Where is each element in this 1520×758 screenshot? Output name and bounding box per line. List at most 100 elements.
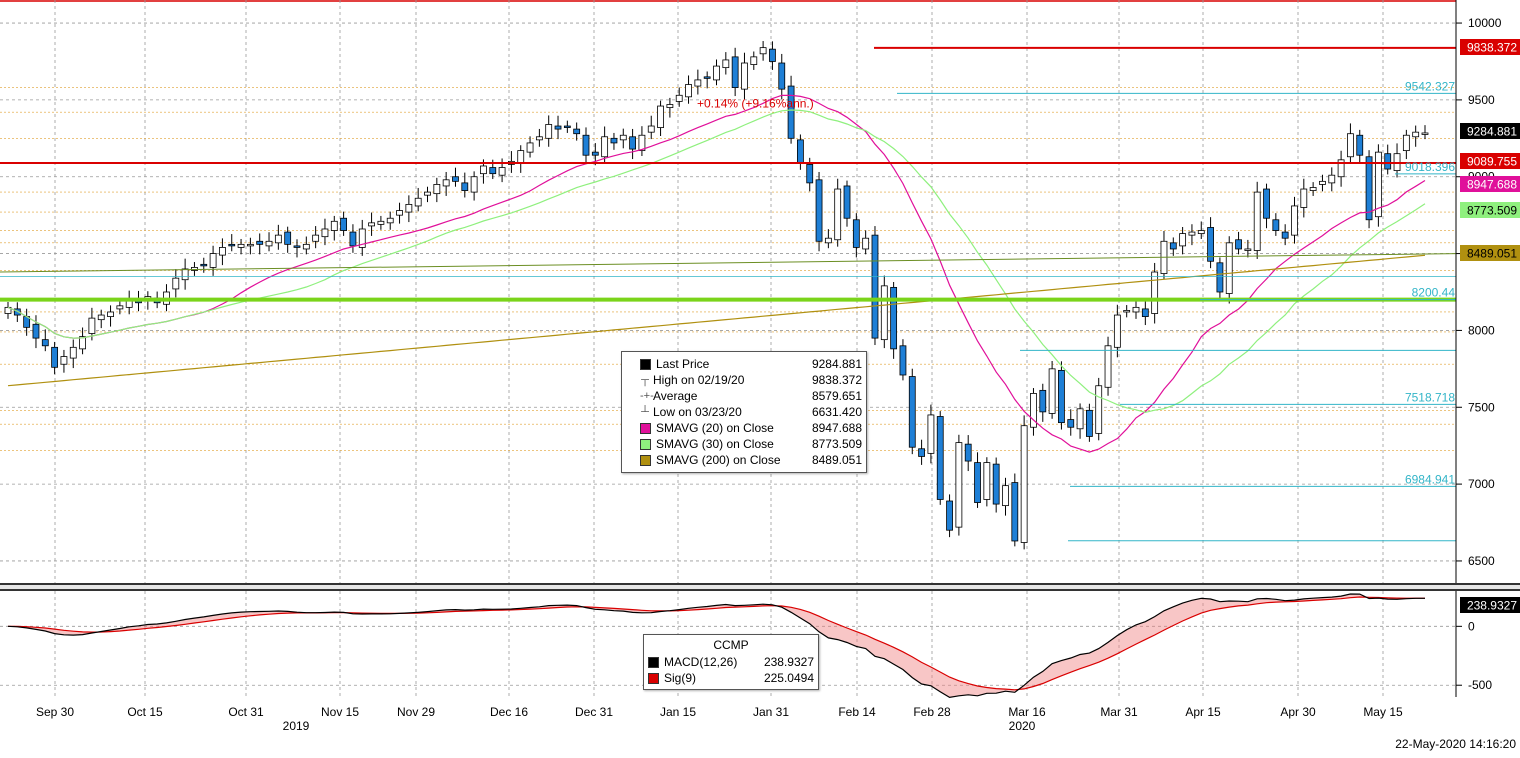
legend-swatch	[640, 454, 651, 466]
legend-label: MACD(12,26)	[664, 655, 738, 669]
price-tag-bg	[1460, 176, 1520, 192]
candle-body	[321, 228, 329, 238]
candle-body	[480, 165, 487, 175]
price-tag-label: 8489.051	[1467, 247, 1517, 261]
legend-label: Sig(9)	[664, 671, 697, 685]
candle-body	[1328, 174, 1336, 184]
candle-body	[759, 47, 767, 55]
candle-body	[1011, 482, 1019, 542]
legend-value: 6631.420	[811, 405, 862, 419]
candle-body	[834, 188, 842, 241]
candle-body	[4, 306, 12, 314]
legend-value: 8773.509	[811, 437, 862, 451]
legend-swatch	[640, 358, 651, 370]
candle-body	[69, 346, 77, 359]
candle-body	[815, 179, 823, 242]
candle-body	[778, 62, 786, 90]
legend-marker-icon: ┬	[641, 374, 649, 386]
candle-body	[386, 217, 394, 224]
candle-body	[1272, 219, 1280, 231]
legend-marker-icon: ┴	[641, 406, 649, 418]
x-tick-label: Oct 15	[127, 705, 163, 719]
candle-body	[200, 263, 208, 267]
candle-body	[899, 345, 907, 376]
candle-body	[862, 237, 870, 250]
x-tick-label: Mar 31	[1100, 705, 1138, 719]
legend-label: SMAVG (30) on Close	[656, 437, 774, 451]
macd-tag-bg	[1460, 597, 1520, 613]
candle-body	[806, 164, 814, 184]
candle-body	[1085, 409, 1093, 437]
candle-body	[442, 179, 450, 187]
legend-label: Last Price	[656, 357, 710, 371]
candle-body	[1179, 233, 1187, 247]
candle-body	[358, 228, 366, 248]
candle-body	[731, 56, 739, 89]
sma20-line	[7, 94, 1426, 453]
candle-body	[330, 220, 338, 231]
candle-body	[1067, 419, 1075, 428]
candle-body	[274, 234, 282, 244]
candle-body	[563, 125, 571, 128]
candle-body	[685, 84, 692, 98]
price-tag-bg	[1460, 202, 1520, 218]
price-legend: Last Price 9284.881 ┬ High on 02/19/20 9838.…	[621, 351, 867, 473]
candle-body	[1235, 239, 1242, 250]
legend-value: 225.0494	[763, 671, 814, 685]
y-tick-label: 6500	[1468, 554, 1495, 568]
candle-body	[713, 65, 720, 81]
candle-body	[769, 48, 776, 62]
price-tag-bg	[1460, 39, 1520, 55]
y-tick-label: 7000	[1468, 477, 1495, 491]
candle-body	[974, 462, 981, 503]
candle-body	[293, 245, 301, 248]
candle-body	[638, 134, 646, 152]
candle-body	[1095, 385, 1103, 434]
candle-body	[1058, 369, 1065, 424]
candle-body	[237, 243, 245, 248]
x-tick-label: May 15	[1363, 705, 1403, 719]
candle-body	[1132, 306, 1140, 313]
candle-body	[1319, 180, 1326, 185]
return-annotation: +0.14% (+9.16%ann.)	[697, 97, 814, 111]
candle-body	[908, 376, 916, 448]
candle-body	[1020, 425, 1028, 543]
y-tick-label: 7500	[1468, 400, 1495, 414]
legend-label: SMAVG (20) on Close	[656, 421, 774, 435]
candle-body	[433, 184, 441, 195]
candle-body	[983, 462, 991, 500]
candle-body	[890, 286, 898, 350]
candle-body	[955, 442, 963, 528]
candle-body	[927, 414, 935, 454]
price-tag-label: 9089.755	[1467, 155, 1517, 169]
candle-body	[750, 56, 758, 65]
legend-row: ┴ Low on 03/23/20 6631.420	[626, 404, 862, 420]
candle-body	[787, 85, 795, 139]
candle-body	[843, 185, 851, 219]
candle-body	[51, 346, 59, 368]
candle-body	[368, 222, 375, 227]
legend-row: -+- Average 8579.651	[626, 388, 862, 404]
y-tick-label: 9500	[1468, 93, 1495, 107]
candle-body	[349, 231, 357, 247]
year-label: 2019	[283, 719, 310, 733]
candle-body	[1300, 188, 1308, 208]
candle-body	[1374, 151, 1382, 218]
legend-row: SMAVG (20) on Close 8947.688	[626, 420, 862, 436]
candle-body	[1365, 156, 1373, 221]
legend-row: SMAVG (30) on Close 8773.509	[626, 436, 862, 452]
x-tick-label: Oct 31	[228, 705, 264, 719]
legend-marker-icon: -+-	[640, 390, 654, 402]
candle-body	[1384, 153, 1392, 170]
price-tag-bg	[1460, 245, 1520, 261]
legend-value: 9838.372	[811, 373, 862, 387]
timestamp: 22-May-2020 14:16:20	[1395, 737, 1516, 751]
x-tick-label: Feb 14	[838, 705, 876, 719]
level-label: 8200.44	[1412, 286, 1456, 300]
candle-body	[219, 247, 226, 256]
candle-body	[936, 416, 944, 500]
panel-divider[interactable]	[0, 583, 1520, 591]
candle-body	[545, 124, 553, 139]
macd-y-tick-label: -500	[1468, 678, 1492, 692]
candle-body	[517, 150, 525, 164]
